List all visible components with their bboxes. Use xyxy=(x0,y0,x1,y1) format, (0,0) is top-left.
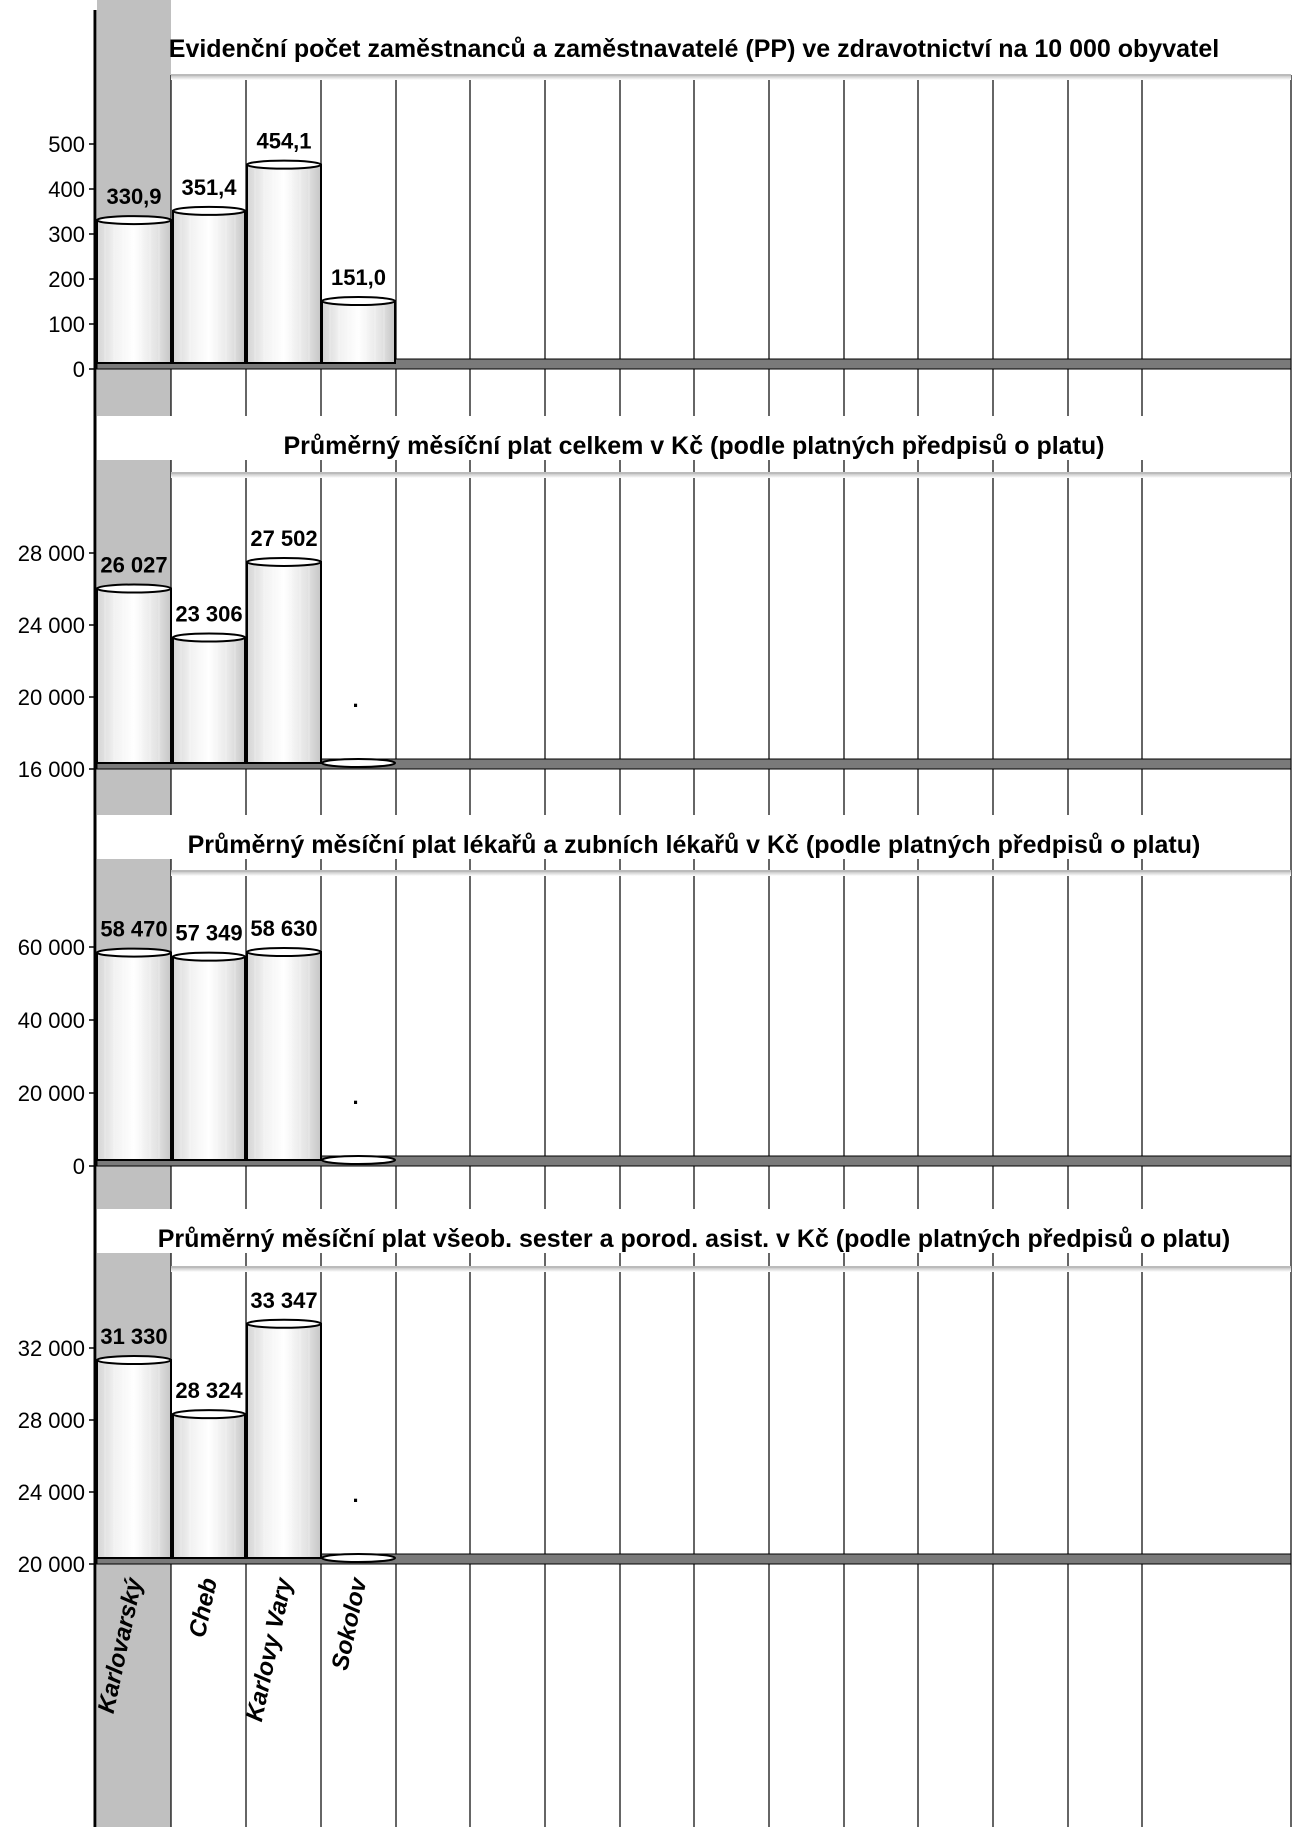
bar-empty xyxy=(321,1155,396,1165)
chart-panel: Průměrný měsíční plat celkem v Kč (podle… xyxy=(18,416,1292,782)
value-label: 330,9 xyxy=(106,184,161,209)
bar xyxy=(96,1359,172,1560)
bar xyxy=(172,636,246,765)
value-label: 28 324 xyxy=(175,1378,243,1403)
chart-title: Průměrný měsíční plat lékařů a zubních l… xyxy=(188,831,1201,859)
value-label: 351,4 xyxy=(181,175,237,200)
chart-panel: Průměrný měsíční plat všeob. sester a po… xyxy=(18,1209,1292,1577)
bar-top xyxy=(96,947,172,958)
bar-top xyxy=(172,632,246,643)
bar xyxy=(96,587,172,764)
tick-label: 24 000 xyxy=(18,613,85,638)
bar-top xyxy=(246,1318,322,1329)
bar xyxy=(172,955,246,1161)
value-label: . xyxy=(353,1482,359,1507)
tick-label: 20 000 xyxy=(18,685,85,710)
tick-label: 16 000 xyxy=(18,757,85,782)
category-label: Sokolov xyxy=(327,1574,373,1673)
bar xyxy=(246,163,322,364)
bar-top xyxy=(321,296,396,307)
bar xyxy=(246,560,322,764)
bar-top xyxy=(96,215,172,226)
value-label: 26 027 xyxy=(100,553,167,578)
tick-label: 32 000 xyxy=(18,1336,85,1361)
tick-label: 28 000 xyxy=(18,1408,85,1433)
bar xyxy=(321,300,396,364)
value-label: 58 470 xyxy=(100,917,167,942)
title-band xyxy=(97,416,1290,460)
value-label: 454,1 xyxy=(256,129,311,154)
bar xyxy=(96,219,172,364)
bar-top xyxy=(172,951,246,962)
tick-label: 0 xyxy=(73,357,85,382)
value-label: 33 347 xyxy=(250,1288,317,1313)
title-separator xyxy=(171,473,1291,478)
chart-title: Evidenční počet zaměstnanců a zaměstnava… xyxy=(169,35,1219,63)
bar-top xyxy=(96,1355,172,1366)
floor xyxy=(96,1155,1292,1167)
tick-label: 0 xyxy=(73,1154,85,1179)
chart-panel: Evidenční počet zaměstnanců a zaměstnava… xyxy=(48,19,1292,382)
bar xyxy=(246,1322,322,1560)
value-label: 23 306 xyxy=(175,601,242,626)
value-label: . xyxy=(353,687,359,712)
floor xyxy=(96,358,1292,370)
title-band xyxy=(171,19,1290,63)
bar xyxy=(172,209,246,364)
bar xyxy=(172,1413,246,1559)
tick-label: 400 xyxy=(48,177,85,202)
tick-label: 100 xyxy=(48,312,85,337)
bar-top xyxy=(246,159,322,170)
chart-panel: Průměrný měsíční plat lékařů a zubních l… xyxy=(18,815,1292,1179)
title-band xyxy=(97,815,1290,859)
value-label: 151,0 xyxy=(331,265,386,290)
bar-top xyxy=(246,556,322,567)
category-label: Karlovy Vary xyxy=(241,1574,298,1724)
bar-top xyxy=(246,947,322,958)
bar-empty xyxy=(321,1553,396,1563)
title-separator xyxy=(171,75,1291,80)
bar-top xyxy=(172,1409,246,1420)
value-label: 27 502 xyxy=(250,526,317,551)
tick-label: 500 xyxy=(48,132,85,157)
title-band xyxy=(97,1209,1290,1253)
bar-top xyxy=(172,205,246,216)
bar-top xyxy=(96,583,172,594)
value-label: 58 630 xyxy=(250,916,317,941)
title-separator xyxy=(171,871,1291,876)
value-label: 31 330 xyxy=(100,1324,167,1349)
tick-label: 24 000 xyxy=(18,1480,85,1505)
bar xyxy=(246,951,322,1161)
value-label: 57 349 xyxy=(175,921,242,946)
tick-label: 60 000 xyxy=(18,935,85,960)
value-label: . xyxy=(353,1084,359,1109)
chart-title: Průměrný měsíční plat všeob. sester a po… xyxy=(158,1225,1231,1253)
tick-label: 28 000 xyxy=(18,541,85,566)
bar xyxy=(96,951,172,1161)
chart-title: Průměrný měsíční plat celkem v Kč (podle… xyxy=(283,432,1104,460)
tick-label: 40 000 xyxy=(18,1008,85,1033)
tick-label: 300 xyxy=(48,222,85,247)
tick-label: 20 000 xyxy=(18,1552,85,1577)
tick-label: 20 000 xyxy=(18,1081,85,1106)
floor xyxy=(96,758,1292,770)
title-separator xyxy=(171,1267,1291,1272)
category-label: Cheb xyxy=(184,1576,223,1640)
tick-label: 200 xyxy=(48,267,85,292)
bar-empty xyxy=(321,758,396,768)
